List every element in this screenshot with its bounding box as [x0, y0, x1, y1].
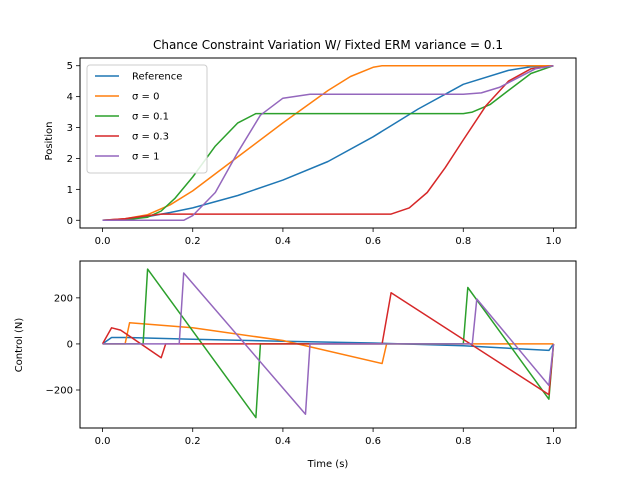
control-plot-frame	[79, 260, 577, 429]
control-y-ticks: −200 0 200	[46, 293, 80, 396]
series-line-position-4	[102, 64, 554, 222]
legend-box	[86, 64, 208, 174]
series-line-position-1	[102, 64, 554, 222]
series-line-position-3	[102, 64, 554, 222]
y-tick-label: 4	[67, 92, 73, 103]
position-y-ticks: 0 1 2 3 4 5	[67, 61, 80, 227]
y-tick-label: −200	[46, 385, 73, 396]
position-plot-frame	[79, 57, 577, 229]
series-line-position-2	[102, 64, 554, 222]
x-tick-label: 0.8	[455, 436, 471, 447]
x-tick-label: 1.0	[546, 436, 562, 447]
control-x-ticks: 0.0 0.2 0.4 0.6 0.8 1.0	[95, 428, 562, 447]
y-tick-label: 200	[54, 293, 73, 304]
series-line-control-4	[102, 272, 555, 415]
control-x-axis-label: Time (s)	[307, 459, 349, 470]
y-tick-label: 3	[67, 123, 73, 134]
x-tick-label: 0.0	[95, 436, 111, 447]
x-tick-label: 1.0	[546, 236, 562, 247]
legend-label: σ = 0	[132, 92, 159, 103]
y-tick-label: 5	[67, 61, 73, 72]
position-series-lines	[102, 64, 554, 222]
legend-label: σ = 0.3	[132, 132, 169, 143]
control-y-axis-label: Control (N)	[14, 318, 25, 373]
legend-label: Reference	[132, 72, 182, 83]
y-tick-label: 2	[67, 154, 73, 165]
x-tick-label: 0.4	[275, 436, 291, 447]
y-tick-label: 0	[67, 216, 73, 227]
position-y-axis-label: Position	[44, 122, 55, 161]
position-plot-title: Chance Constraint Variation W/ Fixted ER…	[153, 38, 503, 52]
y-tick-label: 0	[67, 339, 73, 350]
x-tick-label: 0.8	[455, 236, 471, 247]
legend-label: σ = 0.1	[132, 112, 169, 123]
x-tick-label: 0.0	[95, 236, 111, 247]
position-plot: Chance Constraint Variation W/ Fixted ER…	[44, 38, 577, 247]
y-tick-label: 1	[67, 185, 73, 196]
x-tick-label: 0.2	[185, 236, 201, 247]
x-tick-label: 0.2	[185, 436, 201, 447]
control-plot: 0.0 0.2 0.4 0.6 0.8 1.0 −200 0 200 Time (s) Con…	[14, 260, 577, 470]
x-tick-label: 0.6	[365, 436, 381, 447]
legend: Reference σ = 0 σ = 0.1 σ = 0.3 σ = 1	[86, 64, 208, 174]
legend-label: σ = 1	[132, 152, 159, 163]
position-x-ticks: 0.0 0.2 0.4 0.6 0.8 1.0	[95, 228, 562, 247]
x-tick-label: 0.4	[275, 236, 291, 247]
x-tick-label: 0.6	[365, 236, 381, 247]
control-series-lines	[101, 268, 555, 419]
